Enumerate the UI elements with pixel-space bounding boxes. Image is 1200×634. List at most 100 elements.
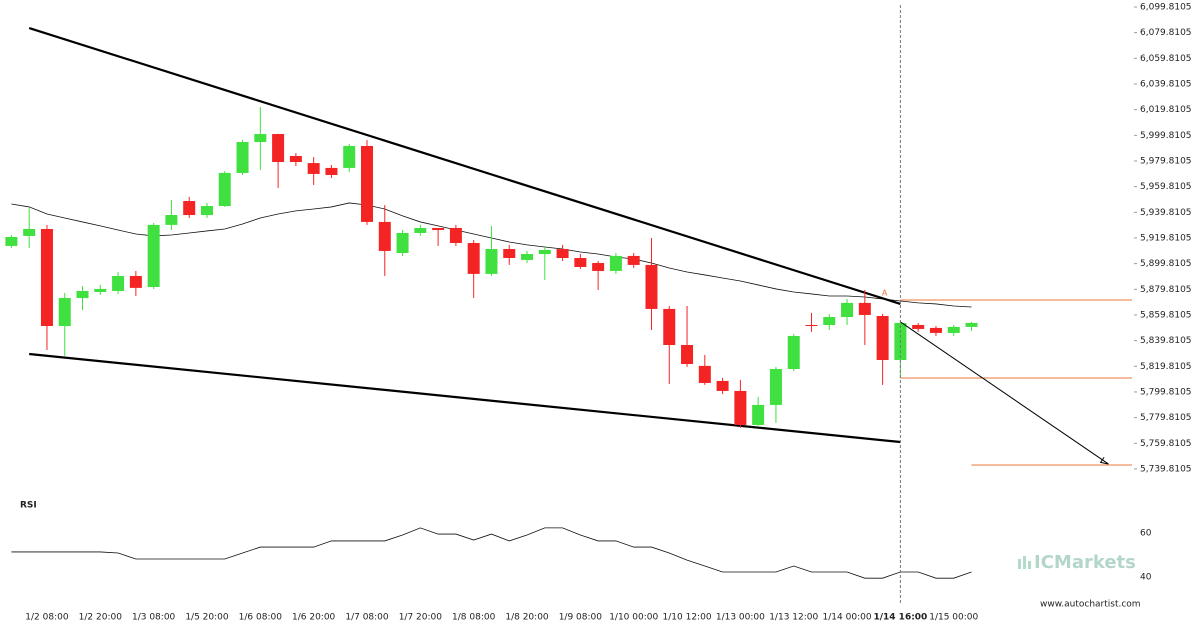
candle-body [23,228,36,236]
y-tick-label: 6,059.8105 [1140,54,1192,64]
x-tick-label: 1/2 08:00 [25,613,69,623]
candle-body [396,232,409,253]
brand: ICMarkets [1034,552,1136,573]
forecast-arrow [900,321,1109,465]
candle-body [289,155,302,163]
price-panel: 6,099.8105 6,079.8105 6,059.8105 6,039.8105… [5,2,1192,474]
candle-body [129,275,142,288]
x-tick-label: 1/14 00:00 [823,613,872,623]
candle-body [485,249,498,274]
x-tick-label: 1/5 20:00 [185,613,229,623]
x-tick-label: 1/14 16:00 [873,613,927,623]
y-tick-label: 6,099.8105 [1140,2,1192,12]
candle-body [236,141,249,173]
candle-body [40,228,53,327]
logo-bar [1023,556,1026,569]
y-tick-label: 6,079.8105 [1140,28,1192,38]
y-tick-label: 6,019.8105 [1140,105,1192,115]
candle-body [574,257,587,267]
candle-body [200,206,213,216]
candle-body [841,302,854,318]
rsi-title: RSI [20,501,37,511]
x-tick-label: 1/6 08:00 [239,613,283,623]
candle-body [325,167,338,175]
x-tick-label: 1/9 08:00 [559,613,603,623]
y-tick-label: 5,999.8105 [1140,131,1192,141]
candle-body [716,380,729,391]
forecast-arrow-head [1099,456,1109,465]
candle-body [858,302,871,315]
y-tick-label: 5,779.8105 [1140,413,1192,423]
x-tick-label: 1/13 12:00 [769,613,818,623]
x-tick-label: 1/7 08:00 [345,613,389,623]
y-tick-label: 5,979.8105 [1140,156,1192,166]
candle-body [805,324,818,327]
candle-body [823,317,836,325]
candle-body [521,254,534,260]
y-tick-label: 5,819.8105 [1140,362,1192,372]
y-tick-label: 5,939.8105 [1140,208,1192,218]
x-tick-label: 1/10 00:00 [609,613,658,623]
candle-body [609,255,622,271]
candle-body [645,264,658,309]
candle-body [787,336,800,369]
candle-body [254,134,267,142]
logo-bar [1018,559,1021,569]
x-tick-label: 1/13 00:00 [716,613,765,623]
candle-body [76,290,89,299]
candle-body [218,172,231,207]
candle-body [183,201,196,216]
x-tick-label: 1/6 20:00 [292,613,336,623]
candle-body [112,275,125,291]
x-tick-label: 1/8 20:00 [505,613,549,623]
candle-body [929,327,942,333]
y-tick-label: 6,039.8105 [1140,79,1192,89]
y-tick-label: 5,839.8105 [1140,336,1192,346]
marker-label: A [882,289,888,298]
candle-body [5,236,18,246]
x-tick-label: 1/2 20:00 [79,613,123,623]
candle-body [467,242,480,274]
candle-body [538,249,551,255]
candle-body [343,145,356,168]
candle-body [378,221,391,251]
candle-body [627,255,640,265]
logo-bar [1028,561,1031,569]
candle-body [272,134,285,163]
x-tick-label: 1/15 00:00 [929,613,978,623]
candle-body [58,298,71,327]
y-tick-label: 5,739.8105 [1140,464,1192,474]
pattern-line [28,27,901,305]
x-tick-label: 1/7 20:00 [399,613,443,623]
x-tick-label: 1/10 12:00 [663,613,712,623]
candle-body [769,368,782,405]
candle-body [698,365,711,383]
y-tick-label: 5,879.8105 [1140,285,1192,295]
candle-body [165,215,178,225]
candle-body [876,315,889,361]
candle-body [414,227,427,233]
y-tick-label: 5,859.8105 [1140,310,1192,320]
candle-body [681,344,694,364]
x-tick-label: 1/8 08:00 [452,613,496,623]
x-tick-label: 1/3 08:00 [132,613,176,623]
candle-body [752,404,765,425]
rsi-line [11,527,972,579]
candle-body [307,163,320,174]
y-tick-label: 5,919.8105 [1140,233,1192,243]
candle-body [734,390,747,425]
y-tick-label: 5,959.8105 [1140,182,1192,192]
pattern-line [29,352,901,444]
rsi-tick-label: 60 [1140,528,1152,538]
y-tick-label: 5,799.8105 [1140,387,1192,397]
candle-body [663,308,676,345]
candle-body [147,224,160,287]
candle-body [432,227,445,231]
brand-logo: ICMarkets [1018,552,1136,573]
candle-body [592,263,605,271]
candle-body [361,145,373,222]
source: www.autochartist.com [1040,600,1141,610]
